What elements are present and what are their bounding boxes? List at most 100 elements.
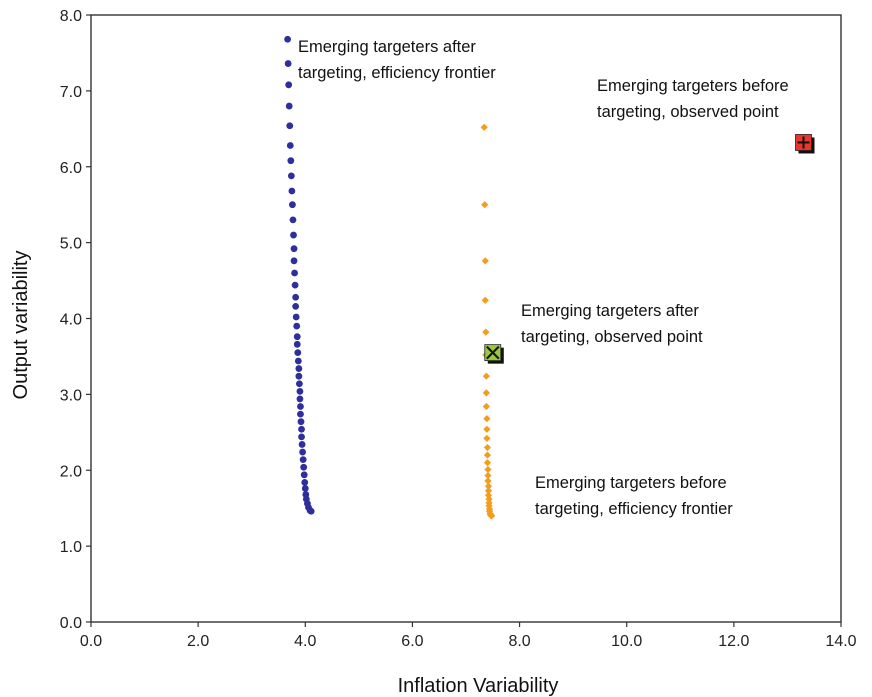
y-tick-label: 8.0 bbox=[60, 8, 82, 25]
data-point bbox=[290, 257, 298, 265]
data-point bbox=[482, 389, 490, 397]
data-points bbox=[284, 35, 815, 520]
data-point bbox=[295, 365, 303, 372]
x-axis-label: Inflation Variability bbox=[398, 675, 559, 697]
data-point bbox=[480, 123, 488, 131]
data-point bbox=[285, 102, 293, 110]
data-point bbox=[483, 425, 491, 433]
data-point bbox=[289, 201, 296, 209]
annotation-line: targeting, efficiency frontier bbox=[298, 64, 496, 82]
y-tick-label: 4.0 bbox=[60, 312, 82, 329]
data-point bbox=[307, 507, 315, 515]
annotation-line: Emerging targeters before bbox=[535, 474, 727, 492]
y-tick-label: 1.0 bbox=[60, 539, 82, 556]
data-point bbox=[484, 471, 492, 480]
data-point bbox=[483, 443, 492, 452]
data-point bbox=[298, 433, 305, 441]
data-point bbox=[293, 340, 301, 348]
data-point bbox=[482, 372, 490, 380]
axes: 0.0 2.0 4.0 6.0 8.0 10.0 12.0 14.0 0.0 1.0 2.0 3.0 4… bbox=[60, 8, 857, 650]
data-point bbox=[484, 344, 504, 364]
data-point bbox=[299, 456, 307, 464]
data-point bbox=[483, 451, 492, 459]
annotation-after-frontier: Emerging targeters after targeting, effi… bbox=[298, 38, 496, 82]
y-axis-label: Output variability bbox=[10, 251, 32, 400]
data-point bbox=[484, 482, 493, 490]
series-3 bbox=[484, 344, 504, 364]
series-2 bbox=[795, 134, 815, 154]
data-point bbox=[482, 402, 490, 411]
data-point bbox=[484, 465, 492, 474]
data-point bbox=[485, 495, 493, 503]
data-point bbox=[296, 395, 304, 403]
data-point bbox=[292, 302, 300, 310]
x-tick-label: 4.0 bbox=[294, 633, 316, 650]
data-point bbox=[481, 296, 489, 304]
y-tick-label: 0.0 bbox=[60, 615, 82, 632]
data-point bbox=[293, 333, 301, 341]
data-point bbox=[295, 380, 303, 388]
data-point bbox=[482, 328, 490, 336]
data-point bbox=[289, 216, 297, 224]
data-point bbox=[288, 187, 296, 195]
data-point bbox=[484, 487, 493, 495]
data-point bbox=[297, 403, 304, 410]
annotation-before-observed: Emerging targeters before targeting, obs… bbox=[597, 77, 789, 121]
x-tick-label: 12.0 bbox=[718, 633, 749, 650]
x-tick-label: 0.0 bbox=[80, 633, 102, 650]
data-point bbox=[290, 245, 298, 253]
data-point bbox=[286, 122, 294, 130]
data-point bbox=[301, 478, 309, 486]
data-point bbox=[284, 60, 292, 67]
data-point bbox=[293, 322, 301, 330]
data-point bbox=[483, 415, 491, 423]
data-point bbox=[298, 425, 305, 433]
data-point bbox=[287, 172, 295, 180]
data-point bbox=[291, 269, 298, 277]
data-point bbox=[292, 313, 300, 321]
x-tick-label: 14.0 bbox=[825, 633, 856, 650]
annotation-line: targeting, observed point bbox=[521, 328, 703, 346]
annotation-line: Emerging targeters after bbox=[298, 38, 476, 56]
data-point bbox=[286, 142, 294, 149]
data-point bbox=[290, 231, 297, 239]
data-point bbox=[285, 81, 293, 89]
data-point bbox=[294, 357, 302, 365]
x-tick-label: 8.0 bbox=[508, 633, 530, 650]
data-point bbox=[483, 434, 491, 442]
data-point bbox=[298, 441, 306, 448]
y-tick-label: 6.0 bbox=[60, 160, 82, 177]
annotation-line: Emerging targeters before bbox=[597, 77, 789, 95]
y-tick-label: 2.0 bbox=[60, 463, 82, 480]
series-0 bbox=[284, 35, 315, 515]
y-tick-label: 3.0 bbox=[60, 387, 82, 404]
data-point bbox=[483, 459, 492, 467]
x-tick-label: 10.0 bbox=[611, 633, 642, 650]
data-point bbox=[484, 477, 492, 485]
data-point bbox=[481, 201, 489, 209]
data-point bbox=[300, 471, 308, 479]
data-point bbox=[284, 35, 292, 43]
annotation-after-observed: Emerging targeters after targeting, obse… bbox=[521, 302, 703, 346]
data-point bbox=[300, 463, 308, 471]
x-tick-label: 2.0 bbox=[187, 633, 209, 650]
data-point bbox=[292, 293, 300, 301]
data-point bbox=[291, 281, 299, 289]
data-point bbox=[294, 349, 302, 357]
data-point bbox=[481, 257, 489, 265]
series-1 bbox=[480, 123, 496, 520]
annotation-line: Emerging targeters after bbox=[521, 302, 699, 320]
data-point bbox=[301, 485, 309, 492]
annotation-line: targeting, observed point bbox=[597, 103, 779, 121]
data-point bbox=[488, 512, 496, 520]
data-point bbox=[295, 372, 303, 380]
annotation-line: targeting, efficiency frontier bbox=[535, 500, 733, 518]
data-point bbox=[795, 134, 815, 154]
y-tick-label: 7.0 bbox=[60, 84, 82, 101]
annotation-before-frontier: Emerging targeters before targeting, eff… bbox=[535, 474, 733, 518]
x-tick-label: 6.0 bbox=[401, 633, 423, 650]
marker-x-b bbox=[486, 345, 500, 360]
data-point bbox=[296, 387, 304, 395]
y-tick-label: 5.0 bbox=[60, 236, 82, 253]
